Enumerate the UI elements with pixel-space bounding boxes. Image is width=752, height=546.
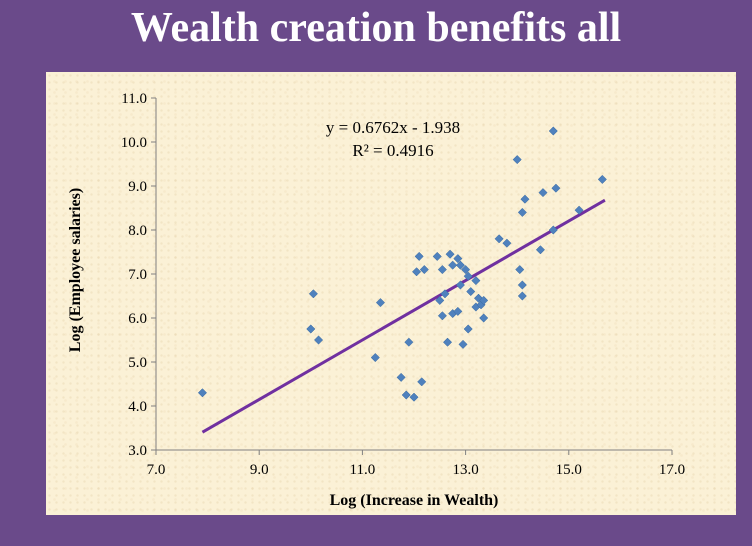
data-point bbox=[445, 249, 455, 259]
y-axis-title: Log (Employee salaries) bbox=[67, 188, 84, 352]
x-tick-label: 13.0 bbox=[452, 462, 478, 478]
data-point bbox=[435, 295, 445, 305]
trendline-r-squared: R² = 0.4916 bbox=[352, 141, 433, 160]
x-tick-label: 11.0 bbox=[350, 462, 376, 478]
data-point bbox=[432, 251, 442, 261]
y-tick-label: 11.0 bbox=[121, 91, 147, 107]
data-point bbox=[396, 372, 406, 382]
data-point bbox=[437, 265, 447, 275]
y-tick-label: 10.0 bbox=[121, 135, 147, 151]
data-point bbox=[448, 260, 458, 270]
x-tick-label: 9.0 bbox=[250, 462, 269, 478]
y-tick-label: 3.0 bbox=[128, 443, 147, 459]
data-point bbox=[494, 234, 504, 244]
data-point bbox=[466, 287, 476, 297]
x-axis-title: Log (Increase in Wealth) bbox=[330, 492, 499, 509]
y-tick-label: 8.0 bbox=[128, 223, 147, 239]
data-point bbox=[471, 276, 481, 286]
chart-ticks: 3.0 4.0 5.0 6.0 7.0 8.0 9.0 10.0 11.0 7.0 9.0 11.0 1… bbox=[121, 91, 685, 478]
y-tick-label: 4.0 bbox=[128, 399, 147, 415]
y-tick-label: 9.0 bbox=[128, 179, 147, 195]
x-tick-label: 15.0 bbox=[556, 462, 582, 478]
data-point bbox=[409, 392, 419, 402]
data-point bbox=[453, 306, 463, 316]
data-point bbox=[442, 337, 453, 347]
data-point bbox=[517, 207, 527, 217]
data-point bbox=[453, 254, 463, 264]
chart-panel: 3.0 4.0 5.0 6.0 7.0 8.0 9.0 10.0 11.0 7.0 9.0 11.0 1… bbox=[46, 72, 736, 515]
data-point bbox=[548, 126, 558, 136]
data-point bbox=[375, 298, 386, 308]
y-tick-label: 6.0 bbox=[128, 311, 147, 327]
data-point bbox=[463, 271, 473, 281]
data-point bbox=[517, 280, 527, 290]
data-point bbox=[414, 251, 424, 261]
data-point bbox=[458, 339, 468, 349]
data-point bbox=[455, 280, 465, 290]
data-point bbox=[538, 188, 548, 198]
data-point bbox=[479, 295, 489, 305]
data-point bbox=[308, 289, 318, 299]
slide-title: Wealth creation benefits all bbox=[130, 5, 622, 51]
data-point bbox=[551, 183, 561, 193]
data-point bbox=[370, 353, 380, 363]
data-point bbox=[517, 291, 527, 301]
x-tick-label: 7.0 bbox=[147, 462, 166, 478]
trendline-group bbox=[201, 198, 606, 434]
data-point bbox=[502, 238, 512, 248]
data-point bbox=[440, 289, 450, 299]
data-point bbox=[574, 205, 584, 215]
data-point bbox=[437, 311, 447, 321]
data-point bbox=[419, 265, 429, 275]
data-point bbox=[412, 267, 422, 277]
y-tick-label: 7.0 bbox=[128, 267, 147, 283]
data-point bbox=[455, 260, 465, 270]
y-tick-label: 5.0 bbox=[128, 355, 147, 371]
data-point bbox=[597, 174, 607, 184]
data-point bbox=[417, 377, 427, 387]
data-points bbox=[197, 126, 607, 402]
data-point bbox=[520, 194, 530, 204]
data-point bbox=[535, 245, 545, 255]
scatter-chart: 3.0 4.0 5.0 6.0 7.0 8.0 9.0 10.0 11.0 7.0 9.0 11.0 1… bbox=[67, 91, 685, 509]
trendline-equation: y = 0.6762x - 1.938 bbox=[326, 118, 460, 137]
trendline bbox=[201, 198, 606, 434]
data-point bbox=[306, 324, 316, 334]
data-point bbox=[404, 337, 414, 347]
data-point bbox=[461, 265, 471, 275]
data-point bbox=[197, 388, 207, 398]
data-point bbox=[401, 390, 411, 400]
x-tick-label: 17.0 bbox=[659, 462, 685, 478]
data-point bbox=[512, 155, 522, 165]
data-point bbox=[479, 313, 489, 323]
data-point bbox=[463, 324, 473, 334]
data-point bbox=[515, 265, 525, 275]
data-point bbox=[548, 225, 558, 235]
data-point bbox=[313, 335, 324, 345]
